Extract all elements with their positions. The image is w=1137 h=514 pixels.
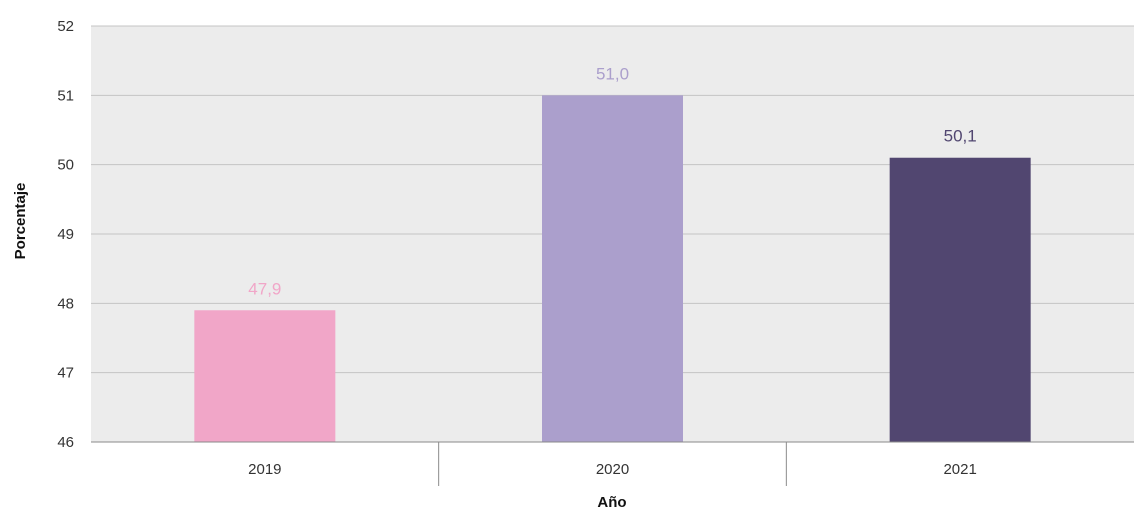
y-tick-label: 46	[57, 434, 74, 451]
x-tick-label: 2019	[248, 461, 281, 478]
y-tick-label: 50	[57, 157, 74, 174]
x-tick-label: 2021	[943, 461, 976, 478]
data-label-2021: 50,1	[944, 127, 977, 146]
y-tick-label: 49	[57, 226, 74, 243]
data-label-2019: 47,9	[248, 279, 281, 298]
data-labels: 47,9 51,0 50,1	[248, 64, 976, 298]
y-tick-label: 47	[57, 365, 74, 382]
y-tick-label: 48	[57, 295, 74, 312]
y-tick-label: 51	[57, 87, 74, 104]
x-tick-label: 2020	[596, 461, 629, 478]
y-axis-title: Porcentaje	[12, 183, 29, 260]
x-axis-title: Año	[597, 494, 626, 511]
data-label-2020: 51,0	[596, 64, 629, 83]
bars	[194, 95, 1031, 442]
bar-2021	[889, 157, 1031, 442]
x-axis-ticks: 2019 2020 2021	[248, 442, 977, 486]
bar-2020	[542, 95, 683, 442]
y-tick-label: 52	[57, 18, 74, 35]
y-axis-tick-labels: 46 47 48 49 50 51 52	[57, 18, 74, 451]
bar-2019	[194, 310, 336, 442]
